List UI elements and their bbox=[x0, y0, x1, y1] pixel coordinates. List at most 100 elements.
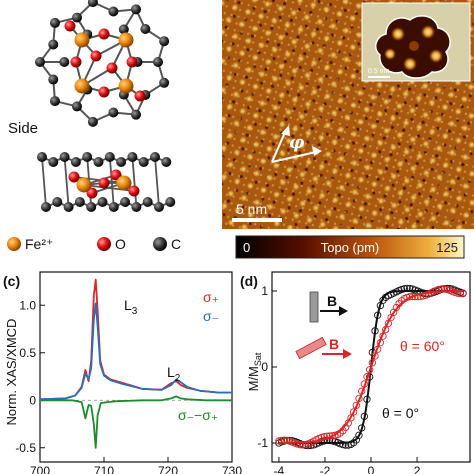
y-tick-label: 0 bbox=[261, 360, 268, 374]
oxygen-atom bbox=[70, 56, 82, 68]
carbon-atom bbox=[70, 157, 81, 167]
panel-c-series bbox=[39, 278, 232, 449]
x-tick-label: 720 bbox=[158, 464, 178, 474]
data-point-1 bbox=[408, 292, 417, 301]
y-tick-label: 1 bbox=[261, 284, 268, 298]
lattice-axes bbox=[271, 125, 322, 163]
carbon-atom bbox=[161, 157, 172, 167]
series-line-1 bbox=[39, 302, 232, 401]
x-tick-label: -4 bbox=[274, 464, 285, 474]
inset-scalebar bbox=[368, 76, 390, 78]
carbon-atom bbox=[97, 197, 108, 207]
plot-frame bbox=[39, 271, 233, 463]
data-point-1 bbox=[392, 303, 401, 312]
y-tick-label: 0.5 bbox=[19, 346, 36, 360]
panel-c-axes bbox=[39, 271, 233, 463]
carbon-atom bbox=[131, 202, 142, 212]
carbon-atom bbox=[48, 157, 59, 167]
carbon-atom bbox=[131, 109, 141, 120]
sigma-plus-label: σ₊ bbox=[203, 289, 219, 305]
carbon-atom bbox=[159, 77, 170, 88]
carbon-atom bbox=[48, 74, 59, 85]
carbon-atom bbox=[159, 36, 170, 47]
theta-60-label: θ = 60° bbox=[400, 338, 445, 354]
molecule-top-view bbox=[35, 0, 170, 127]
carbon-atom bbox=[165, 197, 176, 207]
oxygen-atom bbox=[68, 171, 80, 183]
data-point-1 bbox=[293, 440, 302, 448]
colorbar-max: 125 bbox=[436, 240, 458, 255]
carbon-atom bbox=[86, 202, 97, 212]
series-line-2 bbox=[40, 395, 232, 449]
carbon-atom bbox=[52, 197, 63, 207]
iron-atom bbox=[76, 177, 92, 193]
colorbar-title: Topo (pm) bbox=[321, 240, 380, 255]
data-point-1 bbox=[349, 408, 358, 416]
carbon-atom bbox=[118, 24, 129, 35]
stm-inset: 0.5 nm bbox=[361, 2, 471, 82]
sample-normal-icon bbox=[309, 291, 319, 323]
panel-b-stm: 0.5 nm φ 5 nm 0 Topo (pm) 125 bbox=[222, 0, 474, 259]
carbon-atom bbox=[74, 197, 85, 207]
carbon-atom bbox=[59, 152, 70, 162]
x-tick-label: 2 bbox=[414, 464, 421, 474]
data-point-1 bbox=[454, 289, 462, 297]
iron-atom bbox=[118, 78, 134, 94]
diff-label: σ₋−σ₊ bbox=[178, 407, 218, 423]
carbon-atom bbox=[131, 4, 141, 15]
carbon-atom bbox=[108, 6, 119, 17]
carbon-atom bbox=[140, 24, 151, 35]
carbon-atom bbox=[87, 116, 98, 127]
y-tick-label: 0 bbox=[29, 393, 36, 407]
data-point-1 bbox=[328, 432, 336, 440]
carbon-atom bbox=[49, 17, 60, 28]
field-arrow-icon bbox=[339, 306, 348, 316]
carbon-atom bbox=[127, 152, 138, 162]
iron-atom bbox=[116, 175, 132, 191]
carbon-atom bbox=[93, 157, 104, 167]
carbon-atom bbox=[72, 12, 82, 23]
oxygen-atom bbox=[134, 90, 146, 102]
y-tick-label: -1 bbox=[257, 436, 268, 450]
panel-d-series bbox=[275, 284, 467, 450]
inset-scalebar-label: 0.5 nm bbox=[368, 68, 390, 75]
carbon-atom bbox=[49, 96, 60, 107]
x-tick-label: 700 bbox=[30, 464, 50, 474]
carbon-atom bbox=[153, 57, 163, 67]
carbon-atom bbox=[35, 57, 45, 67]
carbon-atom bbox=[108, 202, 119, 212]
l3-label: L3 bbox=[124, 297, 138, 317]
oxygen-atom bbox=[98, 28, 110, 40]
y-tick-label: 1.0 bbox=[19, 298, 36, 312]
legend-c-label: C bbox=[171, 236, 181, 252]
data-point-1 bbox=[275, 437, 283, 445]
oxygen-atom bbox=[98, 177, 110, 189]
carbon-atom bbox=[87, 0, 98, 8]
panel-d-ylabel: M/MSat bbox=[246, 352, 263, 391]
oxygen-atom bbox=[106, 62, 118, 74]
carbon-atom bbox=[116, 157, 127, 167]
carbon-atom bbox=[41, 202, 51, 212]
carbon-atom bbox=[120, 197, 131, 207]
panel-c-ylabel: Norm. XAS/XMCD bbox=[4, 319, 19, 426]
theta-0-label: θ = 0° bbox=[382, 405, 419, 421]
oxygen-atom bbox=[126, 56, 138, 68]
carbon-atom bbox=[154, 202, 164, 212]
x-tick-label: 710 bbox=[94, 464, 114, 474]
phi-label: φ bbox=[289, 133, 305, 153]
field-label-black: B bbox=[327, 293, 337, 309]
scalebar-label: 5 nm bbox=[236, 201, 267, 217]
oxygen-atom bbox=[128, 185, 140, 197]
x-tick-label: 730 bbox=[222, 464, 242, 474]
iron-atom bbox=[74, 78, 90, 94]
x-tick-label: -2 bbox=[320, 464, 331, 474]
c-atom-icon bbox=[153, 237, 167, 251]
carbon-atom bbox=[37, 152, 47, 162]
scalebar bbox=[232, 218, 282, 222]
carbon-atom bbox=[104, 152, 115, 162]
panel-c-xas: (c) Norm. XAS/XMCD -0.5 0 0.5 1.0 700 710 720 7… bbox=[3, 271, 242, 474]
topo-colorbar: 0 Topo (pm) 125 bbox=[235, 235, 465, 259]
carbon-atom bbox=[138, 157, 149, 167]
l2-label: L2 bbox=[167, 364, 181, 384]
